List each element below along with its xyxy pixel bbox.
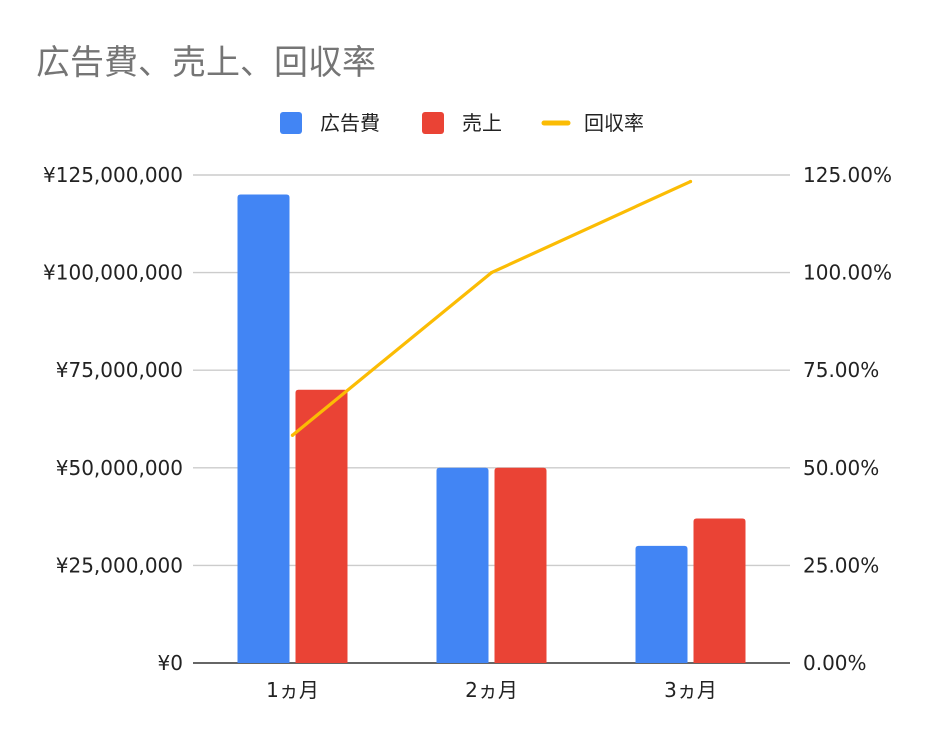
bar-売上-2ヵ月 — [494, 467, 547, 663]
left-tick-label: ¥50,000,000 — [56, 456, 183, 480]
chart-title: 広告費、売上、回収率 — [36, 43, 376, 83]
legend-label-回収率: 回収率 — [584, 111, 644, 135]
left-tick-label: ¥125,000,000 — [43, 163, 183, 187]
right-tick-label: 50.00% — [803, 456, 879, 480]
left-tick-label: ¥100,000,000 — [43, 261, 183, 285]
right-tick-label: 125.00% — [803, 163, 892, 187]
line-point — [290, 433, 295, 437]
right-tick-label: 100.00% — [803, 261, 892, 285]
line-point — [489, 271, 494, 275]
bar-売上-3ヵ月 — [693, 518, 746, 663]
left-axis-ticks: ¥0 ¥25,000,000 ¥50,000,000 ¥75,000,000 ¥100,… — [43, 163, 183, 675]
bars — [237, 194, 746, 663]
bar-広告費-2ヵ月 — [436, 467, 489, 663]
line-回収率 — [290, 179, 693, 437]
right-tick-label: 0.00% — [803, 651, 867, 675]
left-tick-label: ¥75,000,000 — [56, 358, 183, 382]
left-tick-label: ¥25,000,000 — [56, 553, 183, 577]
x-tick-label: 1ヵ月 — [266, 678, 319, 702]
right-axis-ticks: 0.00% 25.00% 50.00% 75.00% 100.00% 125.00% — [803, 163, 892, 675]
bar-広告費-1ヵ月 — [237, 194, 290, 663]
line-series — [290, 179, 693, 437]
right-tick-label: 25.00% — [803, 553, 879, 577]
legend-label-売上: 売上 — [462, 111, 502, 135]
x-tick-label: 2ヵ月 — [465, 678, 518, 702]
left-tick-label: ¥0 — [158, 651, 183, 675]
bar-広告費-3ヵ月 — [635, 545, 688, 663]
x-tick-label: 3ヵ月 — [664, 678, 717, 702]
legend-label-広告費: 広告費 — [320, 111, 380, 135]
legend: 広告費 売上 回収率 — [280, 111, 644, 135]
right-tick-label: 75.00% — [803, 358, 879, 382]
bar-売上-1ヵ月 — [295, 389, 348, 663]
x-axis-ticks: 1ヵ月 2ヵ月 3ヵ月 — [266, 678, 717, 702]
legend-swatch-広告費 — [280, 112, 302, 134]
line-point — [688, 179, 693, 184]
legend-swatch-売上 — [422, 112, 444, 134]
